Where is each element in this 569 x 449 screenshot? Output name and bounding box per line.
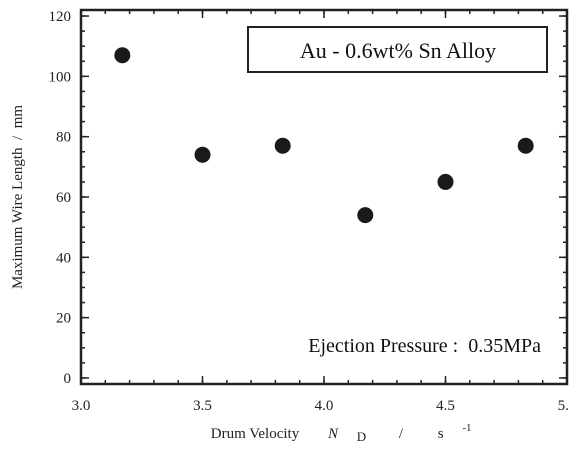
y-axis-label: Maximum Wire Length / mm: [10, 105, 26, 289]
data-point: [437, 173, 454, 190]
y-tick-label: 100: [49, 69, 72, 85]
data-point: [517, 137, 534, 154]
x-tick-label: 5.0: [558, 398, 569, 414]
legend-box: [247, 26, 548, 73]
y-tick-label: 20: [56, 311, 71, 327]
x-axis-unit: s: [438, 426, 444, 442]
legend-text: Au - 0.6wt% Sn Alloy: [300, 38, 496, 63]
data-point: [194, 146, 211, 163]
x-axis-label-text: Drum Velocity: [211, 426, 300, 442]
x-tick-label: 3.0: [72, 398, 91, 414]
axis-ticks: [80, 10, 568, 384]
data-point: [114, 47, 131, 64]
x-axis-subscript: D: [357, 429, 366, 444]
annotation-text: Ejection Pressure : 0.35MPa: [308, 335, 541, 357]
y-tick-label: 0: [64, 371, 72, 387]
x-axis-unit-exponent: -1: [462, 422, 471, 434]
y-tick-label: 60: [56, 190, 71, 206]
y-tick-label: 40: [56, 250, 71, 266]
x-axis-label: Drum Velocity N D / s -1: [192, 419, 483, 445]
y-tick-labels: 0 20 40 60 80 100 120: [49, 9, 72, 387]
x-tick-label: 4.5: [436, 398, 455, 414]
x-tick-label: 4.0: [315, 398, 334, 414]
y-tick-label: 80: [56, 130, 71, 146]
data-points: [114, 47, 534, 224]
y-tick-label: 120: [49, 9, 72, 25]
x-axis-symbol: N: [327, 426, 339, 442]
data-point: [357, 207, 374, 224]
x-tick-labels: 3.0 3.5 4.0 4.5 5.0: [72, 398, 569, 414]
x-tick-label: 3.5: [193, 398, 212, 414]
x-axis-separator: /: [399, 426, 404, 442]
data-point: [274, 137, 291, 154]
